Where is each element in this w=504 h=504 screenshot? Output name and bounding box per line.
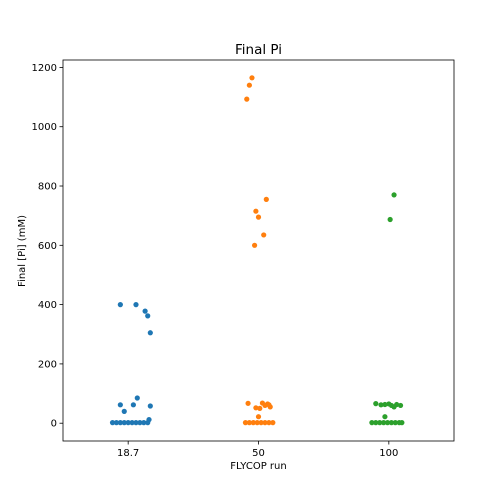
y-tick-label: 800 <box>38 182 57 193</box>
data-point <box>255 414 262 420</box>
data-point <box>130 402 136 408</box>
data-point <box>141 420 147 426</box>
data-point <box>392 420 398 426</box>
data-point <box>378 402 384 408</box>
x-axis-label: FLYCOP run <box>230 461 286 472</box>
data-point <box>261 232 267 238</box>
data-point <box>117 302 123 308</box>
data-point <box>257 405 263 411</box>
data-point <box>270 420 276 426</box>
data-point <box>387 216 393 223</box>
y-tick-label: 1200 <box>32 63 57 74</box>
axes-frame <box>62 59 455 442</box>
chart-title: Final Pi <box>235 42 282 58</box>
data-point <box>258 420 264 426</box>
x-tick-label: 50 <box>252 448 265 459</box>
data-point <box>242 420 249 426</box>
data-point <box>244 96 250 102</box>
data-point <box>399 420 405 426</box>
data-point <box>251 242 258 248</box>
data-point <box>125 420 131 426</box>
data-point <box>262 402 268 409</box>
data-point <box>147 403 153 409</box>
data-point <box>262 420 268 426</box>
data-point <box>113 420 120 426</box>
data-point <box>147 330 153 336</box>
data-point <box>253 405 259 411</box>
data-point <box>391 192 397 198</box>
plot-area: 0 200 400 600 800 1000 1200 18.7 50 100 <box>32 59 455 459</box>
data-point <box>133 420 139 426</box>
data-point <box>384 420 391 426</box>
data-point <box>117 402 123 408</box>
data-point <box>373 420 379 426</box>
data-point <box>377 420 383 426</box>
data-point <box>263 196 269 202</box>
data-point <box>250 420 256 426</box>
data-point <box>255 214 262 220</box>
data-point <box>249 75 255 81</box>
y-tick-label: 200 <box>38 359 57 370</box>
data-point <box>129 420 135 426</box>
y-tick-label: 400 <box>38 300 57 311</box>
data-point <box>382 414 388 420</box>
y-tick-label: 0 <box>51 419 57 430</box>
data-point <box>388 420 395 426</box>
data-point <box>121 420 127 426</box>
y-tick-label: 600 <box>38 241 57 252</box>
y-tick-label: 1000 <box>32 122 57 133</box>
data-point <box>381 420 387 426</box>
data-point <box>137 420 143 426</box>
data-point <box>254 420 260 426</box>
data-point <box>267 404 273 410</box>
data-point <box>134 395 140 401</box>
data-point <box>121 408 127 414</box>
data-point <box>109 420 116 426</box>
data-point <box>142 308 148 314</box>
data-point <box>245 400 251 406</box>
data-point <box>373 401 379 407</box>
data-point <box>397 402 404 409</box>
data-point <box>117 420 123 426</box>
data-point <box>246 82 252 88</box>
data-point <box>391 404 397 410</box>
data-point <box>145 313 151 319</box>
data-point <box>266 420 272 426</box>
data-point <box>253 208 259 214</box>
x-tick-label: 100 <box>379 448 398 459</box>
data-point <box>369 420 375 426</box>
y-axis-label: Final [Pi] (mM) <box>17 215 28 287</box>
x-tick-label: 18.7 <box>117 448 139 459</box>
data-point <box>246 420 252 426</box>
data-point <box>145 420 151 426</box>
data-point <box>382 401 388 408</box>
data-point <box>133 302 139 308</box>
